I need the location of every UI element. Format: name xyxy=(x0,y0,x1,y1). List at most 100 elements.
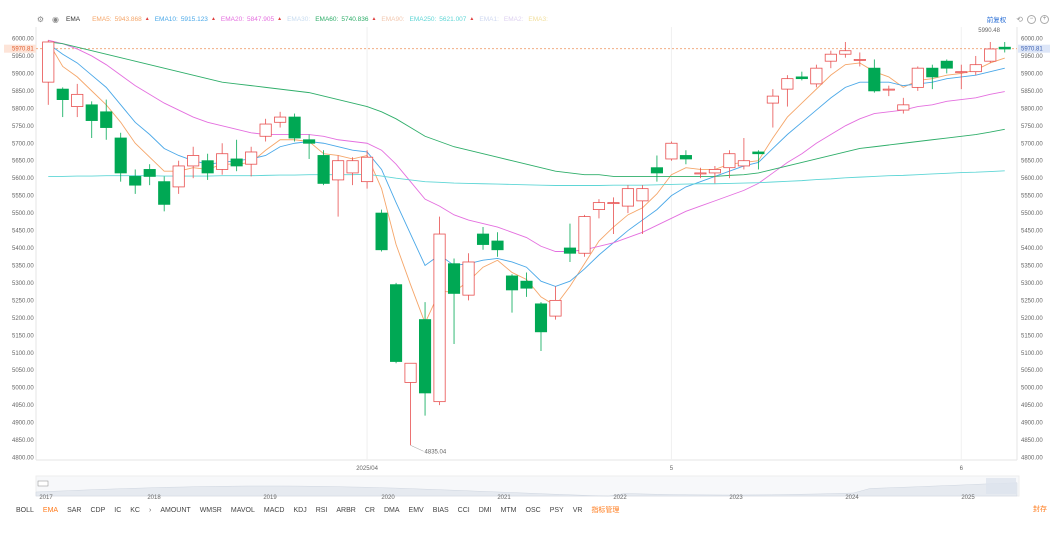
eye-icon[interactable]: ◉ xyxy=(52,14,59,24)
zoom-out-icon[interactable]: − xyxy=(1027,14,1036,24)
candle-body[interactable] xyxy=(650,167,663,174)
candle-body[interactable] xyxy=(346,160,359,174)
candle-body[interactable] xyxy=(911,67,924,88)
legend-item-ema60[interactable]: EMA60: 5740.836 ▲ xyxy=(315,16,376,23)
candle-body[interactable] xyxy=(230,158,243,167)
candle-body[interactable] xyxy=(636,188,649,202)
candle-body[interactable] xyxy=(882,88,895,91)
candle-body[interactable] xyxy=(129,176,142,186)
candle-body[interactable] xyxy=(56,88,69,101)
indicator-tab-amount[interactable]: AMOUNT xyxy=(160,506,191,514)
candle-body[interactable] xyxy=(462,261,475,296)
candle-body[interactable] xyxy=(853,59,866,61)
candle-body[interactable] xyxy=(578,216,591,254)
indicator-tab-wmsr[interactable]: WMSR xyxy=(199,506,222,514)
candle-body[interactable] xyxy=(245,151,258,165)
candle-body[interactable] xyxy=(143,169,156,177)
zoom-in-icon[interactable]: + xyxy=(1040,14,1049,24)
candle-body[interactable] xyxy=(216,153,229,170)
candle-body[interactable] xyxy=(607,202,620,205)
indicator-tab-cdp[interactable]: CDP xyxy=(90,506,106,514)
candle-body[interactable] xyxy=(766,95,779,104)
indicator-tab-rsi[interactable]: RSI xyxy=(315,506,328,514)
candle-body[interactable] xyxy=(868,67,881,92)
indicator-tab-mtm[interactable]: MTM xyxy=(500,506,517,514)
candle-body[interactable] xyxy=(419,319,432,394)
candle-body[interactable] xyxy=(998,46,1011,50)
legend-item-ema30[interactable]: EMA30: xyxy=(287,16,310,23)
undo-icon[interactable]: ⟲ xyxy=(1016,14,1023,24)
candle-body[interactable] xyxy=(201,160,214,174)
candle-body[interactable] xyxy=(810,67,823,85)
candle-body[interactable] xyxy=(100,111,113,128)
candle-body[interactable] xyxy=(563,247,577,254)
candle-body[interactable] xyxy=(752,151,765,155)
indicator-tab-cci[interactable]: CCI xyxy=(457,506,470,514)
candle-body[interactable] xyxy=(114,137,127,174)
candlestick-chart[interactable]: 6000.00 6000.00 5950.00 5950.00 5900.00 5900.… xyxy=(0,0,1055,504)
candle-body[interactable] xyxy=(390,284,403,362)
candle-body[interactable] xyxy=(288,116,301,139)
indicator-tab-psy[interactable]: PSY xyxy=(549,506,564,514)
indicator-tab-bias[interactable]: BIAS xyxy=(432,506,449,514)
candle-body[interactable] xyxy=(158,181,171,205)
candle-body[interactable] xyxy=(969,64,982,73)
candle-body[interactable] xyxy=(433,233,446,403)
candle-body[interactable] xyxy=(187,155,200,167)
candle-body[interactable] xyxy=(274,116,287,123)
legend-item-ema10[interactable]: EMA10: 5915.123 ▲ xyxy=(155,16,216,23)
indicator-tab-mavol[interactable]: MAVOL xyxy=(230,506,255,514)
candle-body[interactable] xyxy=(172,165,185,188)
candle-body[interactable] xyxy=(694,172,707,175)
indicator-tab-macd[interactable]: MACD xyxy=(263,506,285,514)
indicator-tab-dmi[interactable]: DMI xyxy=(478,506,492,514)
candle-body[interactable] xyxy=(491,240,504,251)
candle-body[interactable] xyxy=(708,169,721,174)
timeline-window[interactable] xyxy=(986,478,1016,494)
legend-item-ema90[interactable]: EMA90: xyxy=(381,16,404,23)
chevron-right-icon[interactable]: › xyxy=(149,506,152,514)
candle-body[interactable] xyxy=(71,93,84,107)
indicator-tab-kc[interactable]: KC xyxy=(130,506,140,514)
legend-item-ema20[interactable]: EMA20: 5847.905 ▲ xyxy=(221,16,282,23)
gear-icon[interactable]: ⚙ xyxy=(36,14,45,24)
legend-item-ema3[interactable]: EMA3: xyxy=(528,16,548,23)
candle-body[interactable] xyxy=(375,212,388,251)
candle-body[interactable] xyxy=(926,67,939,78)
seal-button[interactable]: 封存 xyxy=(1033,506,1047,513)
candle-body[interactable] xyxy=(940,60,953,69)
candle-body[interactable] xyxy=(404,362,417,383)
candle-body[interactable] xyxy=(984,48,997,62)
candle-body[interactable] xyxy=(679,155,692,160)
indicator-tab-vr[interactable]: VR xyxy=(572,506,583,514)
candle-body[interactable] xyxy=(723,153,736,169)
legend-item-ema1[interactable]: EMA1: xyxy=(479,16,499,23)
candle-body[interactable] xyxy=(361,156,374,183)
indicator-tab-dma[interactable]: DMA xyxy=(383,506,400,514)
candle-body[interactable] xyxy=(549,299,562,317)
indicator-tab-kdj[interactable]: KDJ xyxy=(293,506,307,514)
candle-body[interactable] xyxy=(955,71,968,74)
legend-item-ema5[interactable]: EMA5: 5943.868 ▲ xyxy=(92,16,150,23)
indicator-manage-button[interactable]: 指标管理 xyxy=(591,507,620,514)
candle-body[interactable] xyxy=(42,41,55,83)
candle-body[interactable] xyxy=(476,233,490,245)
candle-body[interactable] xyxy=(737,160,750,167)
indicator-name[interactable]: EMA xyxy=(66,15,81,23)
legend-item-ema2[interactable]: EMA2: xyxy=(504,16,524,23)
indicator-tab-boll[interactable]: BOLL xyxy=(16,506,34,514)
legend-item-ema250[interactable]: EMA250: 5621.007 ▲ xyxy=(410,16,475,23)
candle-body[interactable] xyxy=(534,303,548,333)
indicator-tab-osc[interactable]: OSC xyxy=(525,506,541,514)
candle-body[interactable] xyxy=(795,76,808,80)
timeline-handle[interactable] xyxy=(37,480,49,487)
candle-body[interactable] xyxy=(303,139,316,144)
candle-body[interactable] xyxy=(332,160,345,181)
indicator-tab-ema[interactable]: EMA xyxy=(42,506,59,514)
candle-body[interactable] xyxy=(665,142,678,160)
indicator-tab-cr[interactable]: CR xyxy=(364,506,375,514)
candle-body[interactable] xyxy=(520,280,533,289)
candle-body[interactable] xyxy=(824,53,837,62)
candle-body[interactable] xyxy=(85,104,98,121)
candle-body[interactable] xyxy=(447,263,461,294)
